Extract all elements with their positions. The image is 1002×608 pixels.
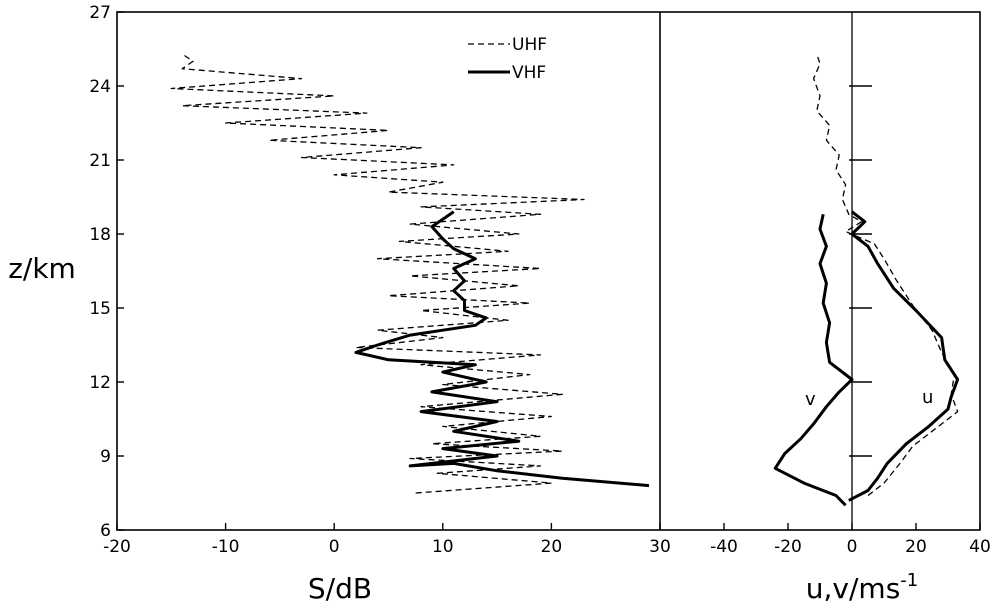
right-x-tick-label: -40 <box>710 537 738 557</box>
y-axis-title: z/km <box>8 252 76 285</box>
legend-uhf-label: UHF <box>512 35 547 55</box>
right-series-u-line <box>848 210 960 502</box>
y-tick-label: 18 <box>89 225 111 245</box>
right-series-dashed-2-line <box>812 53 959 497</box>
right-x-axis-title-main: u,v/ms <box>806 572 901 605</box>
left-panel-series <box>170 53 650 494</box>
left-x-axis-title: S/dB <box>308 572 372 605</box>
y-tick-label: 15 <box>89 299 111 319</box>
y-tick-label: 6 <box>100 521 111 541</box>
left-x-tick-label: 0 <box>329 537 340 557</box>
right-x-axis-title-exponent: -1 <box>900 570 918 591</box>
y-tick-label: 27 <box>89 3 111 23</box>
right-x-tick-label: 20 <box>905 537 927 557</box>
left-x-tick-label: 20 <box>541 537 563 557</box>
left-x-tick-label: -10 <box>212 537 240 557</box>
left-x-tick-label: 30 <box>649 537 671 557</box>
right-x-axis-title: u,v/ms-1 <box>806 570 918 605</box>
left-x-tick-label: -20 <box>103 537 131 557</box>
curve-label-u: u <box>922 387 933 408</box>
left-series-uhf-line <box>170 53 585 494</box>
right-panel-series <box>773 53 960 507</box>
curve-label-v: v <box>805 389 816 410</box>
right-series-v-line <box>773 213 854 507</box>
axis-ticks: 6 9 12 15 18 21 24 27 -20 -10 0 10 20 30 -40 -20 0 20 40 <box>89 3 990 557</box>
figure-frame <box>116 11 981 531</box>
right-x-tick-label: 0 <box>847 537 858 557</box>
legend: UHF VHF <box>468 35 547 83</box>
y-tick-label: 9 <box>100 447 111 467</box>
y-tick-label: 24 <box>89 77 111 97</box>
right-x-tick-label: -20 <box>774 537 802 557</box>
legend-vhf-label: VHF <box>512 63 546 83</box>
left-x-tick-label: 10 <box>432 537 454 557</box>
left-series-vhf-line <box>354 210 650 488</box>
y-tick-label: 21 <box>89 151 111 171</box>
right-x-tick-label: 40 <box>969 537 991 557</box>
plot-border <box>116 11 981 531</box>
y-tick-label: 12 <box>89 373 111 393</box>
